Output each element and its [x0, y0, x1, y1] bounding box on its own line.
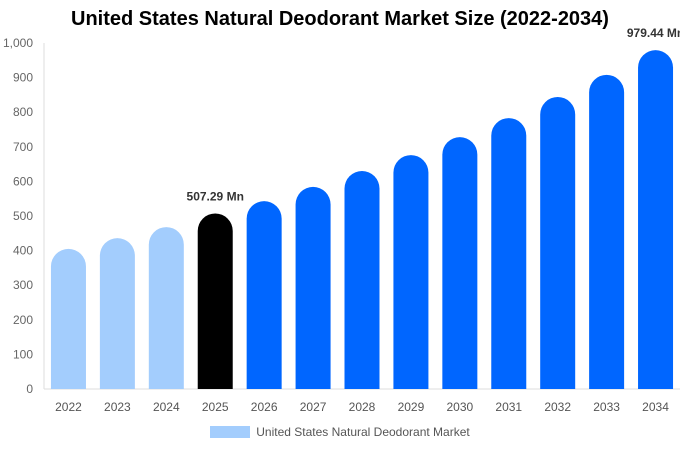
- bar-2022: [50, 248, 86, 389]
- x-tick-label: 2027: [300, 400, 327, 414]
- bar-2028: [344, 171, 380, 389]
- y-tick-label: 0: [26, 382, 33, 396]
- y-tick-label: 1,000: [3, 36, 33, 50]
- legend: United States Natural Deodorant Market: [0, 425, 680, 439]
- bar-2024: [148, 227, 184, 389]
- data-label-2034: 979.44 Mn: [627, 26, 680, 40]
- x-tick-label: 2026: [251, 400, 278, 414]
- y-tick-label: 900: [13, 71, 33, 85]
- bar-2026: [246, 201, 282, 389]
- y-tick-label: 600: [13, 174, 33, 188]
- y-tick-label: 500: [13, 209, 33, 223]
- bar-2034: [638, 50, 674, 389]
- x-tick-label: 2032: [544, 400, 571, 414]
- y-tick-label: 300: [13, 278, 33, 292]
- legend-label: United States Natural Deodorant Market: [256, 425, 470, 439]
- x-tick-label: 2033: [593, 400, 620, 414]
- x-tick-label: 2031: [495, 400, 522, 414]
- y-tick-label: 400: [13, 244, 33, 258]
- x-tick-label: 2030: [446, 400, 473, 414]
- bar-2029: [393, 155, 429, 389]
- bar-2032: [540, 96, 576, 389]
- y-tick-label: 700: [13, 140, 33, 154]
- x-tick-label: 2025: [202, 400, 229, 414]
- bar-2031: [491, 118, 527, 389]
- x-tick-label: 2029: [398, 400, 425, 414]
- bar-2023: [99, 238, 135, 389]
- bar-2025: [197, 213, 233, 389]
- legend-swatch: [210, 426, 251, 438]
- bar-2030: [442, 137, 478, 389]
- y-tick-label: 100: [13, 347, 33, 361]
- bar-2027: [295, 186, 331, 389]
- chart-title: United States Natural Deodorant Market S…: [71, 8, 609, 30]
- x-tick-label: 2028: [349, 400, 376, 414]
- data-label-2025: 507.29 Mn: [187, 189, 244, 203]
- y-tick-label: 200: [13, 313, 33, 327]
- bar-2033: [589, 74, 625, 389]
- x-tick-label: 2023: [104, 400, 131, 414]
- x-tick-label: 2034: [642, 400, 669, 414]
- x-tick-label: 2022: [55, 400, 82, 414]
- x-tick-label: 2024: [153, 400, 180, 414]
- y-tick-label: 800: [13, 105, 33, 119]
